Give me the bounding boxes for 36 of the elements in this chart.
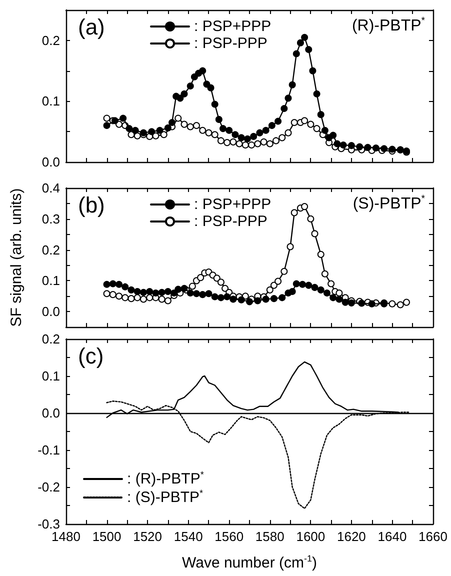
y-tick-label: 0.1 bbox=[42, 368, 60, 384]
legend-label: : PSP-PPP bbox=[194, 213, 268, 230]
x-tick-label: 1480 bbox=[52, 529, 80, 544]
legend-label: : (R)-PBTP* bbox=[127, 470, 204, 488]
x-tick-label: 1560 bbox=[214, 529, 244, 544]
y-tick-label: 0.2 bbox=[42, 242, 60, 258]
x-tick-label: 1600 bbox=[296, 529, 326, 544]
annotation: (S)-PBTP* bbox=[352, 194, 426, 212]
x-tick-label: 1540 bbox=[174, 529, 203, 544]
y-tick-label: 0.2 bbox=[42, 332, 60, 346]
x-tick-label: 1520 bbox=[133, 529, 162, 544]
y-tick-label: 0.4 bbox=[42, 180, 60, 196]
y-tick-label: 0.0 bbox=[42, 406, 60, 420]
x-tick-label: 1660 bbox=[418, 529, 448, 544]
annotation: (a) bbox=[78, 14, 105, 40]
y-tick-label: 0.1 bbox=[42, 273, 60, 288]
legend-label: : (S)-PBTP* bbox=[127, 488, 204, 506]
y-tick-label: -0.3 bbox=[38, 516, 60, 532]
x-tick-label: 1640 bbox=[378, 529, 407, 544]
y-tick-label: -0.1 bbox=[38, 442, 60, 458]
legend-label: : PSP-PPP bbox=[194, 35, 268, 52]
y-tick-label: 0.0 bbox=[42, 154, 60, 170]
annotation: (R)-PBTP* bbox=[352, 16, 426, 34]
y-tick-label: 0.3 bbox=[42, 211, 60, 226]
y-tick-label: 0.1 bbox=[42, 94, 60, 109]
annotation: (c) bbox=[78, 344, 104, 368]
annotation: (b) bbox=[78, 192, 105, 218]
x-tick-label: 1500 bbox=[92, 529, 122, 544]
legend-label: : PSP+PPP bbox=[194, 196, 272, 213]
y-axis-title: SF signal (arb. units) bbox=[8, 188, 25, 327]
y-tick-label: 0.2 bbox=[42, 32, 60, 48]
x-tick-label: 1580 bbox=[255, 529, 284, 544]
y-tick-label: -0.2 bbox=[38, 480, 60, 494]
y-tick-label: 0.0 bbox=[42, 304, 60, 320]
legend-label: : PSP+PPP bbox=[194, 18, 272, 35]
x-tick-label: 1620 bbox=[336, 529, 366, 544]
